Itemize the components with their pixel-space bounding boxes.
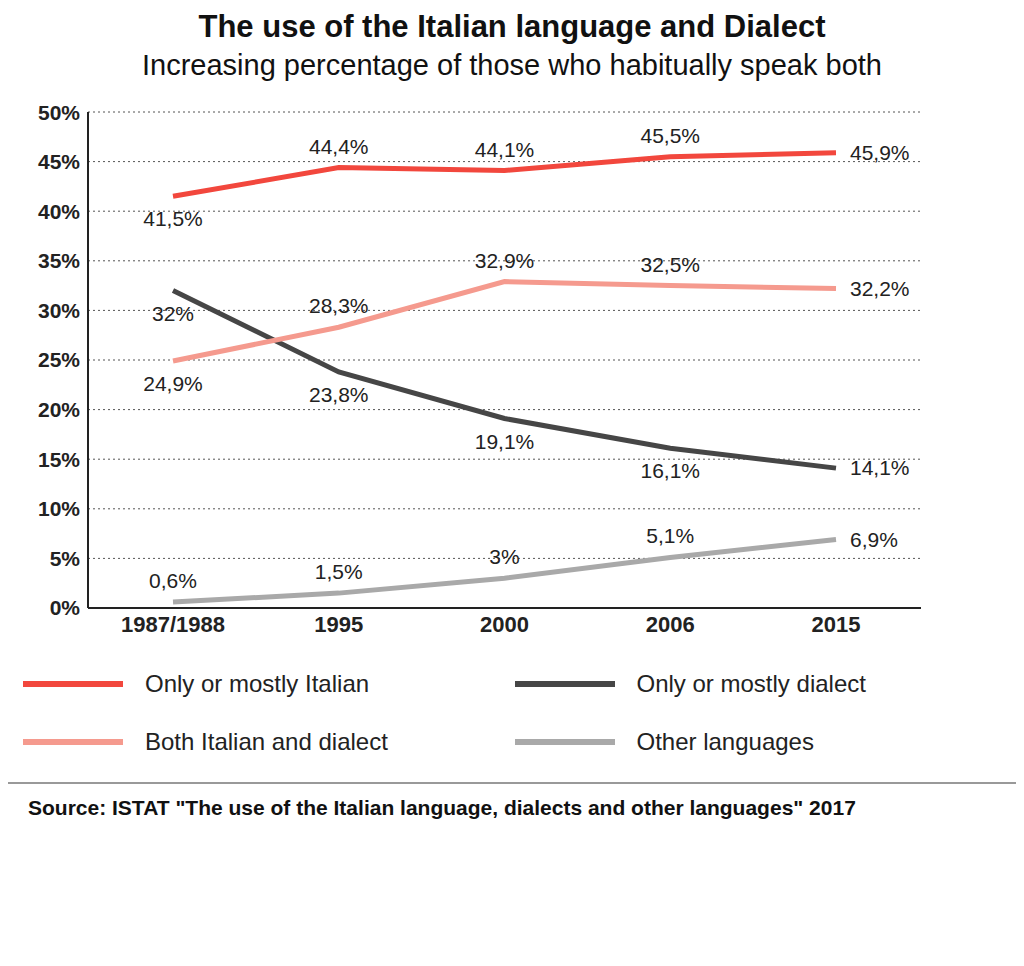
svg-text:32,9%: 32,9% (475, 249, 535, 272)
svg-text:1995: 1995 (314, 612, 363, 637)
svg-text:5,1%: 5,1% (646, 524, 694, 547)
html-text:The use of the Italian languag: The use of the Italian language and Dial… (198, 9, 826, 44)
svg-text:25%: 25% (38, 348, 80, 371)
svg-text:32,2%: 32,2% (850, 277, 910, 300)
svg-text:1987/1988: 1987/1988 (121, 612, 225, 637)
svg-text:6,9%: 6,9% (850, 528, 898, 551)
html-text:Both Italian and dialect: Both Italian and dialect (145, 728, 388, 755)
svg-text:14,1%: 14,1% (850, 456, 910, 479)
svg-text:24,9%: 24,9% (143, 372, 203, 395)
svg-text:10%: 10% (38, 497, 80, 520)
svg-text:2000: 2000 (480, 612, 529, 637)
svg-text:41,5%: 41,5% (143, 207, 203, 230)
svg-text:23,8%: 23,8% (309, 383, 369, 406)
html-text:Source: ISTAT "The use of the: Source: ISTAT "The use of the Italian la… (28, 796, 856, 819)
svg-text:44,1%: 44,1% (475, 138, 535, 161)
html-text:Increasing percentage of those: Increasing percentage of those who habit… (142, 49, 882, 81)
svg-text:45%: 45% (38, 150, 80, 173)
svg-text:30%: 30% (38, 299, 80, 322)
svg-text:28,3%: 28,3% (309, 294, 369, 317)
svg-text:44,4%: 44,4% (309, 135, 369, 158)
svg-text:32,5%: 32,5% (640, 253, 700, 276)
html-text:Other languages: Other languages (636, 728, 814, 755)
svg-text:35%: 35% (38, 249, 80, 272)
svg-text:1,5%: 1,5% (315, 560, 363, 583)
svg-text:32%: 32% (152, 302, 194, 325)
svg-text:20%: 20% (38, 398, 80, 421)
svg-text:2015: 2015 (812, 612, 861, 637)
svg-text:3%: 3% (489, 545, 519, 568)
svg-text:0,6%: 0,6% (149, 569, 197, 592)
svg-text:5%: 5% (50, 547, 81, 570)
svg-text:45,9%: 45,9% (850, 141, 910, 164)
svg-text:50%: 50% (38, 101, 80, 124)
svg-text:16,1%: 16,1% (640, 459, 700, 482)
svg-text:40%: 40% (38, 200, 80, 223)
svg-text:0%: 0% (50, 596, 81, 619)
svg-text:15%: 15% (38, 448, 80, 471)
html-text:Only or mostly Italian: Only or mostly Italian (145, 670, 370, 697)
html-text:Only or mostly dialect: Only or mostly dialect (636, 670, 866, 697)
svg-text:19,1%: 19,1% (475, 430, 535, 453)
svg-text:2006: 2006 (646, 612, 695, 637)
svg-text:45,5%: 45,5% (640, 124, 700, 147)
